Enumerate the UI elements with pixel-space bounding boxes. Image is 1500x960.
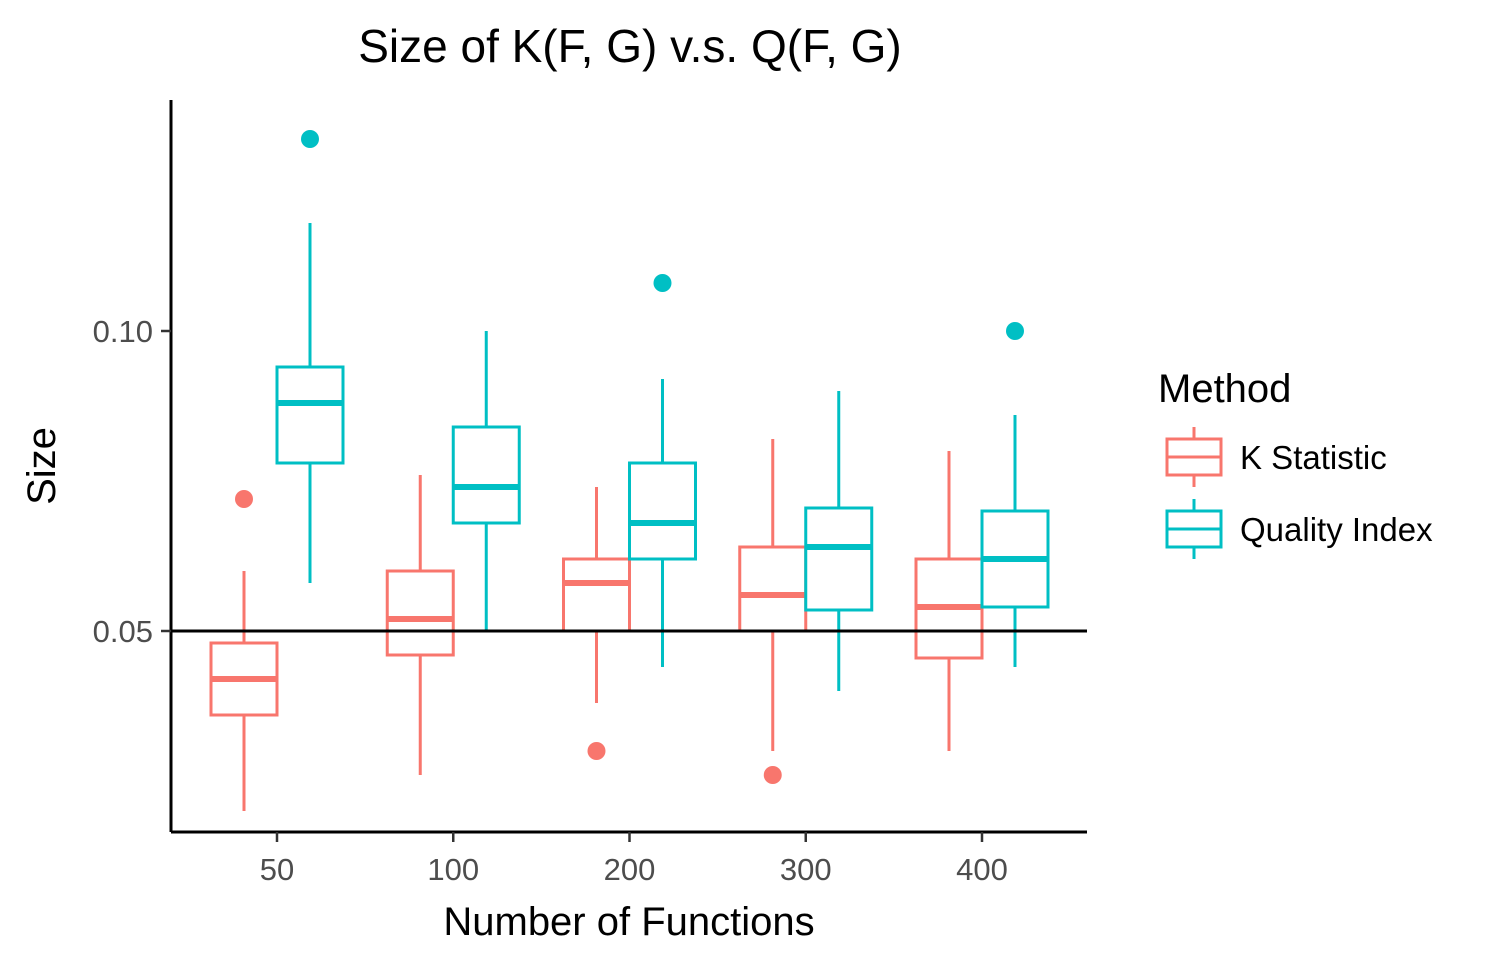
x-tick-label: 50: [260, 852, 294, 887]
y-axis-label: Size: [20, 427, 64, 505]
outlier-point: [653, 274, 672, 292]
box: [804, 506, 874, 612]
chart-title: Size of K(F, G) v.s. Q(F, G): [358, 20, 902, 72]
outlier-point: [301, 130, 319, 148]
legend-title: Method: [1158, 367, 1291, 411]
outlier-point: [587, 742, 606, 760]
box: [451, 425, 521, 525]
x-tick-label: 400: [956, 852, 1008, 887]
plot-area: [171, 130, 1087, 811]
legend-label: K Statistic: [1240, 439, 1387, 476]
y-tick-label: 0.10: [93, 314, 153, 349]
x-axis-ticks: 50 100 200 300 400: [260, 832, 1008, 887]
box: [275, 365, 345, 465]
legend-key: [1165, 427, 1223, 487]
outlier-point: [763, 766, 782, 784]
y-axis-ticks: 0.05 0.10: [93, 314, 171, 649]
x-tick-label: 100: [427, 852, 479, 887]
x-tick-label: 300: [780, 852, 832, 887]
box: [628, 461, 697, 561]
box: [738, 545, 808, 633]
outlier-point: [235, 490, 253, 508]
y-tick-label: 0.05: [93, 614, 153, 649]
x-tick-label: 200: [604, 852, 656, 887]
series-k-statistic: [209, 439, 984, 811]
x-axis-label: Number of Functions: [443, 900, 814, 944]
legend-key: [1165, 499, 1223, 559]
box: [385, 569, 455, 657]
outlier-point: [1006, 322, 1024, 340]
series-quality-index: [275, 130, 1050, 691]
legend-label: Quality Index: [1240, 511, 1433, 548]
legend: Method K Statistic Quality Index: [1158, 367, 1433, 559]
box: [562, 557, 631, 633]
